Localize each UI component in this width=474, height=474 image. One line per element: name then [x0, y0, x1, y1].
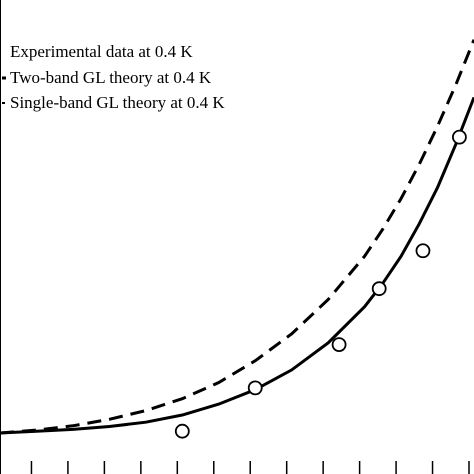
legend-entry-single-band: Single-band GL theory at 0.4 K — [2, 93, 225, 112]
series-layer — [0, 39, 474, 435]
legend-label-single-band: Single-band GL theory at 0.4 K — [10, 93, 225, 112]
data-point — [415, 243, 431, 259]
data-point — [371, 281, 387, 297]
x-axis-ticks — [30, 461, 470, 474]
legend-label-two-band: Two-band GL theory at 0.4 K — [10, 68, 212, 87]
legend: Experimental data at 0.4 K Two-band GL t… — [2, 42, 225, 112]
legend-entry-experimental: Experimental data at 0.4 K — [10, 42, 193, 61]
data-point — [174, 423, 190, 439]
legend-entry-two-band: Two-band GL theory at 0.4 K — [2, 68, 212, 87]
legend-label-experimental: Experimental data at 0.4 K — [10, 42, 193, 61]
data-point — [452, 129, 467, 145]
data-point — [331, 337, 347, 352]
series-line-single-band — [0, 39, 474, 435]
series-line-two-band — [0, 96, 474, 435]
markers-layer — [174, 129, 467, 439]
data-point — [247, 380, 263, 396]
